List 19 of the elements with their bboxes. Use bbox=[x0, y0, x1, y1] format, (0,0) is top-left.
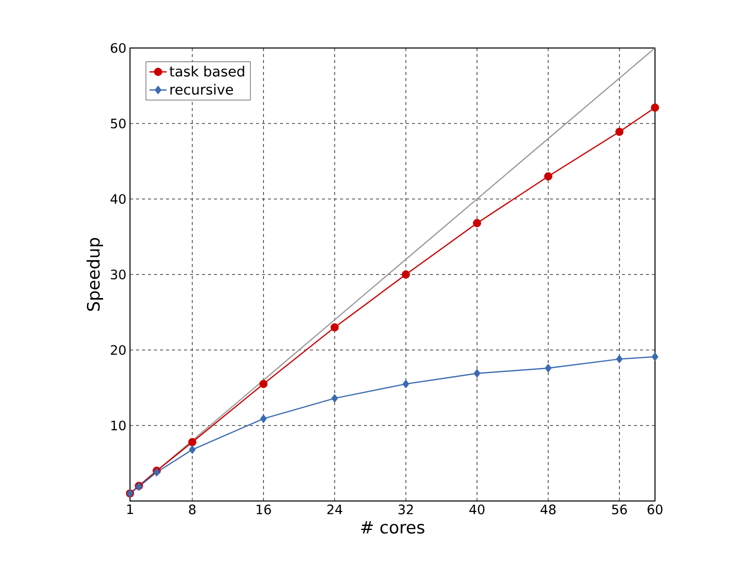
x-tick-label: 48 bbox=[540, 504, 556, 514]
legend-label: task based bbox=[170, 66, 244, 77]
y-tick-label: 20 bbox=[110, 345, 126, 355]
y-tick-label: 30 bbox=[110, 270, 126, 280]
x-tick-label: 56 bbox=[612, 504, 627, 514]
y-tick-label: 50 bbox=[110, 118, 126, 128]
x-tick-label: 8 bbox=[189, 504, 196, 514]
y-tick-label: 40 bbox=[110, 194, 126, 204]
x-tick-label: 60 bbox=[648, 504, 662, 514]
y-axis-title: Speedup bbox=[86, 238, 104, 311]
x-tick-label: 1 bbox=[127, 504, 133, 514]
x-tick-label: 24 bbox=[327, 504, 342, 514]
x-tick-label: 32 bbox=[398, 504, 413, 514]
y-tick-label: 60 bbox=[110, 43, 126, 53]
x-tick-label: 16 bbox=[256, 504, 271, 514]
y-tick-label: 10 bbox=[111, 420, 126, 430]
x-tick-label: 40 bbox=[469, 504, 484, 514]
legend-label: recursive bbox=[170, 84, 233, 95]
x-axis-title: # cores bbox=[361, 521, 424, 534]
